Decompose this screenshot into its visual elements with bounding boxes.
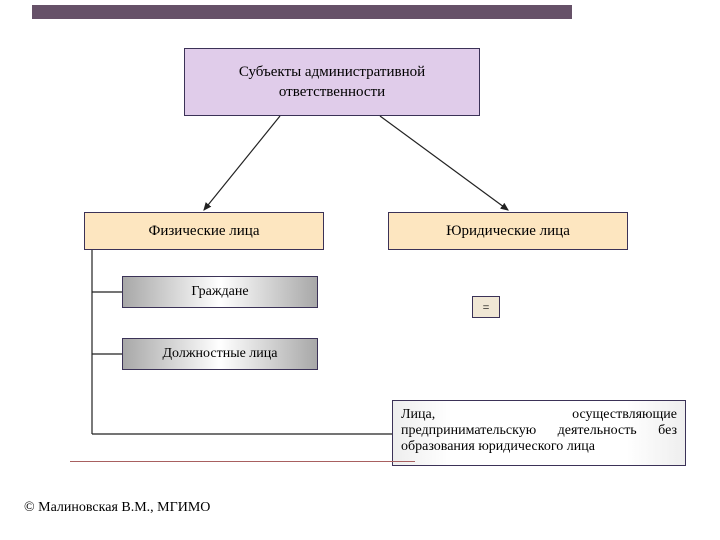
footer-copyright: © Малиновская В.М., МГИМО	[24, 500, 210, 516]
divider-line	[70, 461, 415, 462]
footer-text: © Малиновская В.М., МГИМО	[24, 500, 210, 515]
leaf-citizens: Граждане	[122, 276, 318, 308]
root-label: Субъекты административной ответственност…	[239, 62, 425, 103]
leaf-officials-label: Должностные лица	[163, 346, 278, 362]
root-line1: Субъекты административной	[239, 64, 425, 80]
leaf-entrepreneurs-label: Лица, осуществляющие предпринимательскую…	[401, 407, 677, 455]
equals-symbol: =	[472, 296, 500, 318]
branch-physical-label: Физические лица	[149, 223, 260, 240]
leaf-entrepreneurs: Лица, осуществляющие предпринимательскую…	[392, 400, 686, 466]
title-bar	[32, 5, 572, 19]
root-line2: ответственности	[279, 84, 385, 100]
branch-legal-label: Юридические лица	[446, 223, 570, 240]
edge-root-left	[204, 116, 280, 210]
branch-legal: Юридические лица	[388, 212, 628, 250]
leaf-officials: Должностные лица	[122, 338, 318, 370]
root-node: Субъекты административной ответственност…	[184, 48, 480, 116]
leaf-citizens-label: Граждане	[191, 284, 248, 300]
edge-root-right	[380, 116, 508, 210]
branch-physical: Физические лица	[84, 212, 324, 250]
equals-label: =	[483, 300, 490, 315]
